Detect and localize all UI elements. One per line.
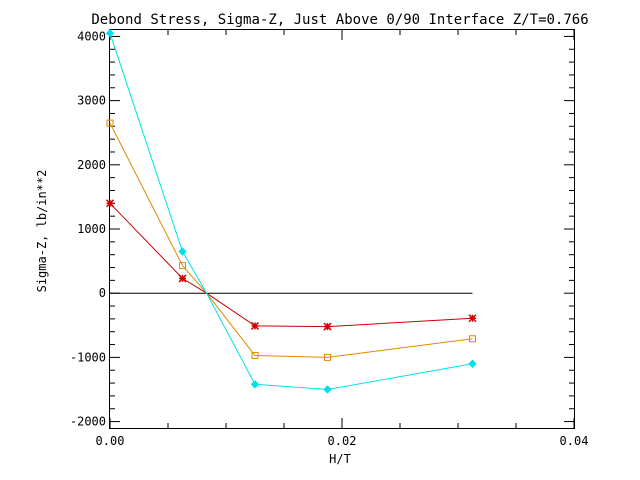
y-axis-label: Sigma-Z, lb/in**2: [35, 170, 49, 293]
tick-labels: 0.00 0.02 0.04 -2000 -1000 0 1000 2000 3000 4000: [70, 29, 589, 448]
plot-content: [105, 29, 477, 394]
axis-ticks: [109, 30, 575, 428]
y-tick-label: -2000: [70, 415, 106, 429]
data-point-asterisk: [105, 199, 115, 208]
series-line-diamond: [109, 33, 473, 391]
data-point-square: [179, 262, 186, 270]
data-point-asterisk: [468, 314, 477, 323]
series-line-square: [109, 122, 473, 358]
y-tick-label: 2000: [77, 158, 106, 172]
data-point-asterisk: [178, 274, 187, 283]
data-point-diamond: [250, 380, 260, 389]
data-point-diamond: [323, 385, 332, 394]
data-point-square: [469, 335, 476, 343]
data-point-diamond: [105, 29, 115, 38]
data-point-diamond: [468, 359, 477, 369]
data-point-square: [106, 119, 114, 127]
x-tick-label: 0.04: [560, 434, 589, 448]
data-point-square: [324, 353, 331, 361]
y-tick-label: 1000: [77, 222, 106, 236]
data-point-square: [251, 351, 259, 359]
y-tick-label: -1000: [70, 350, 106, 364]
data-point-asterisk: [250, 321, 260, 330]
data-point-diamond: [178, 247, 187, 256]
x-tick-label: 0.00: [96, 434, 125, 448]
y-tick-label: 4000: [77, 29, 106, 43]
chart-title: Debond Stress, Sigma-Z, Just Above 0/90 …: [91, 12, 588, 28]
y-tick-label: 3000: [77, 94, 106, 108]
plot-frame: [109, 29, 575, 429]
x-tick-label: 0.02: [328, 434, 357, 448]
series-line-asterisk: [109, 202, 473, 328]
x-axis-label: H/T: [329, 452, 351, 466]
y-tick-label: 0: [99, 286, 106, 300]
data-point-asterisk: [323, 322, 332, 331]
